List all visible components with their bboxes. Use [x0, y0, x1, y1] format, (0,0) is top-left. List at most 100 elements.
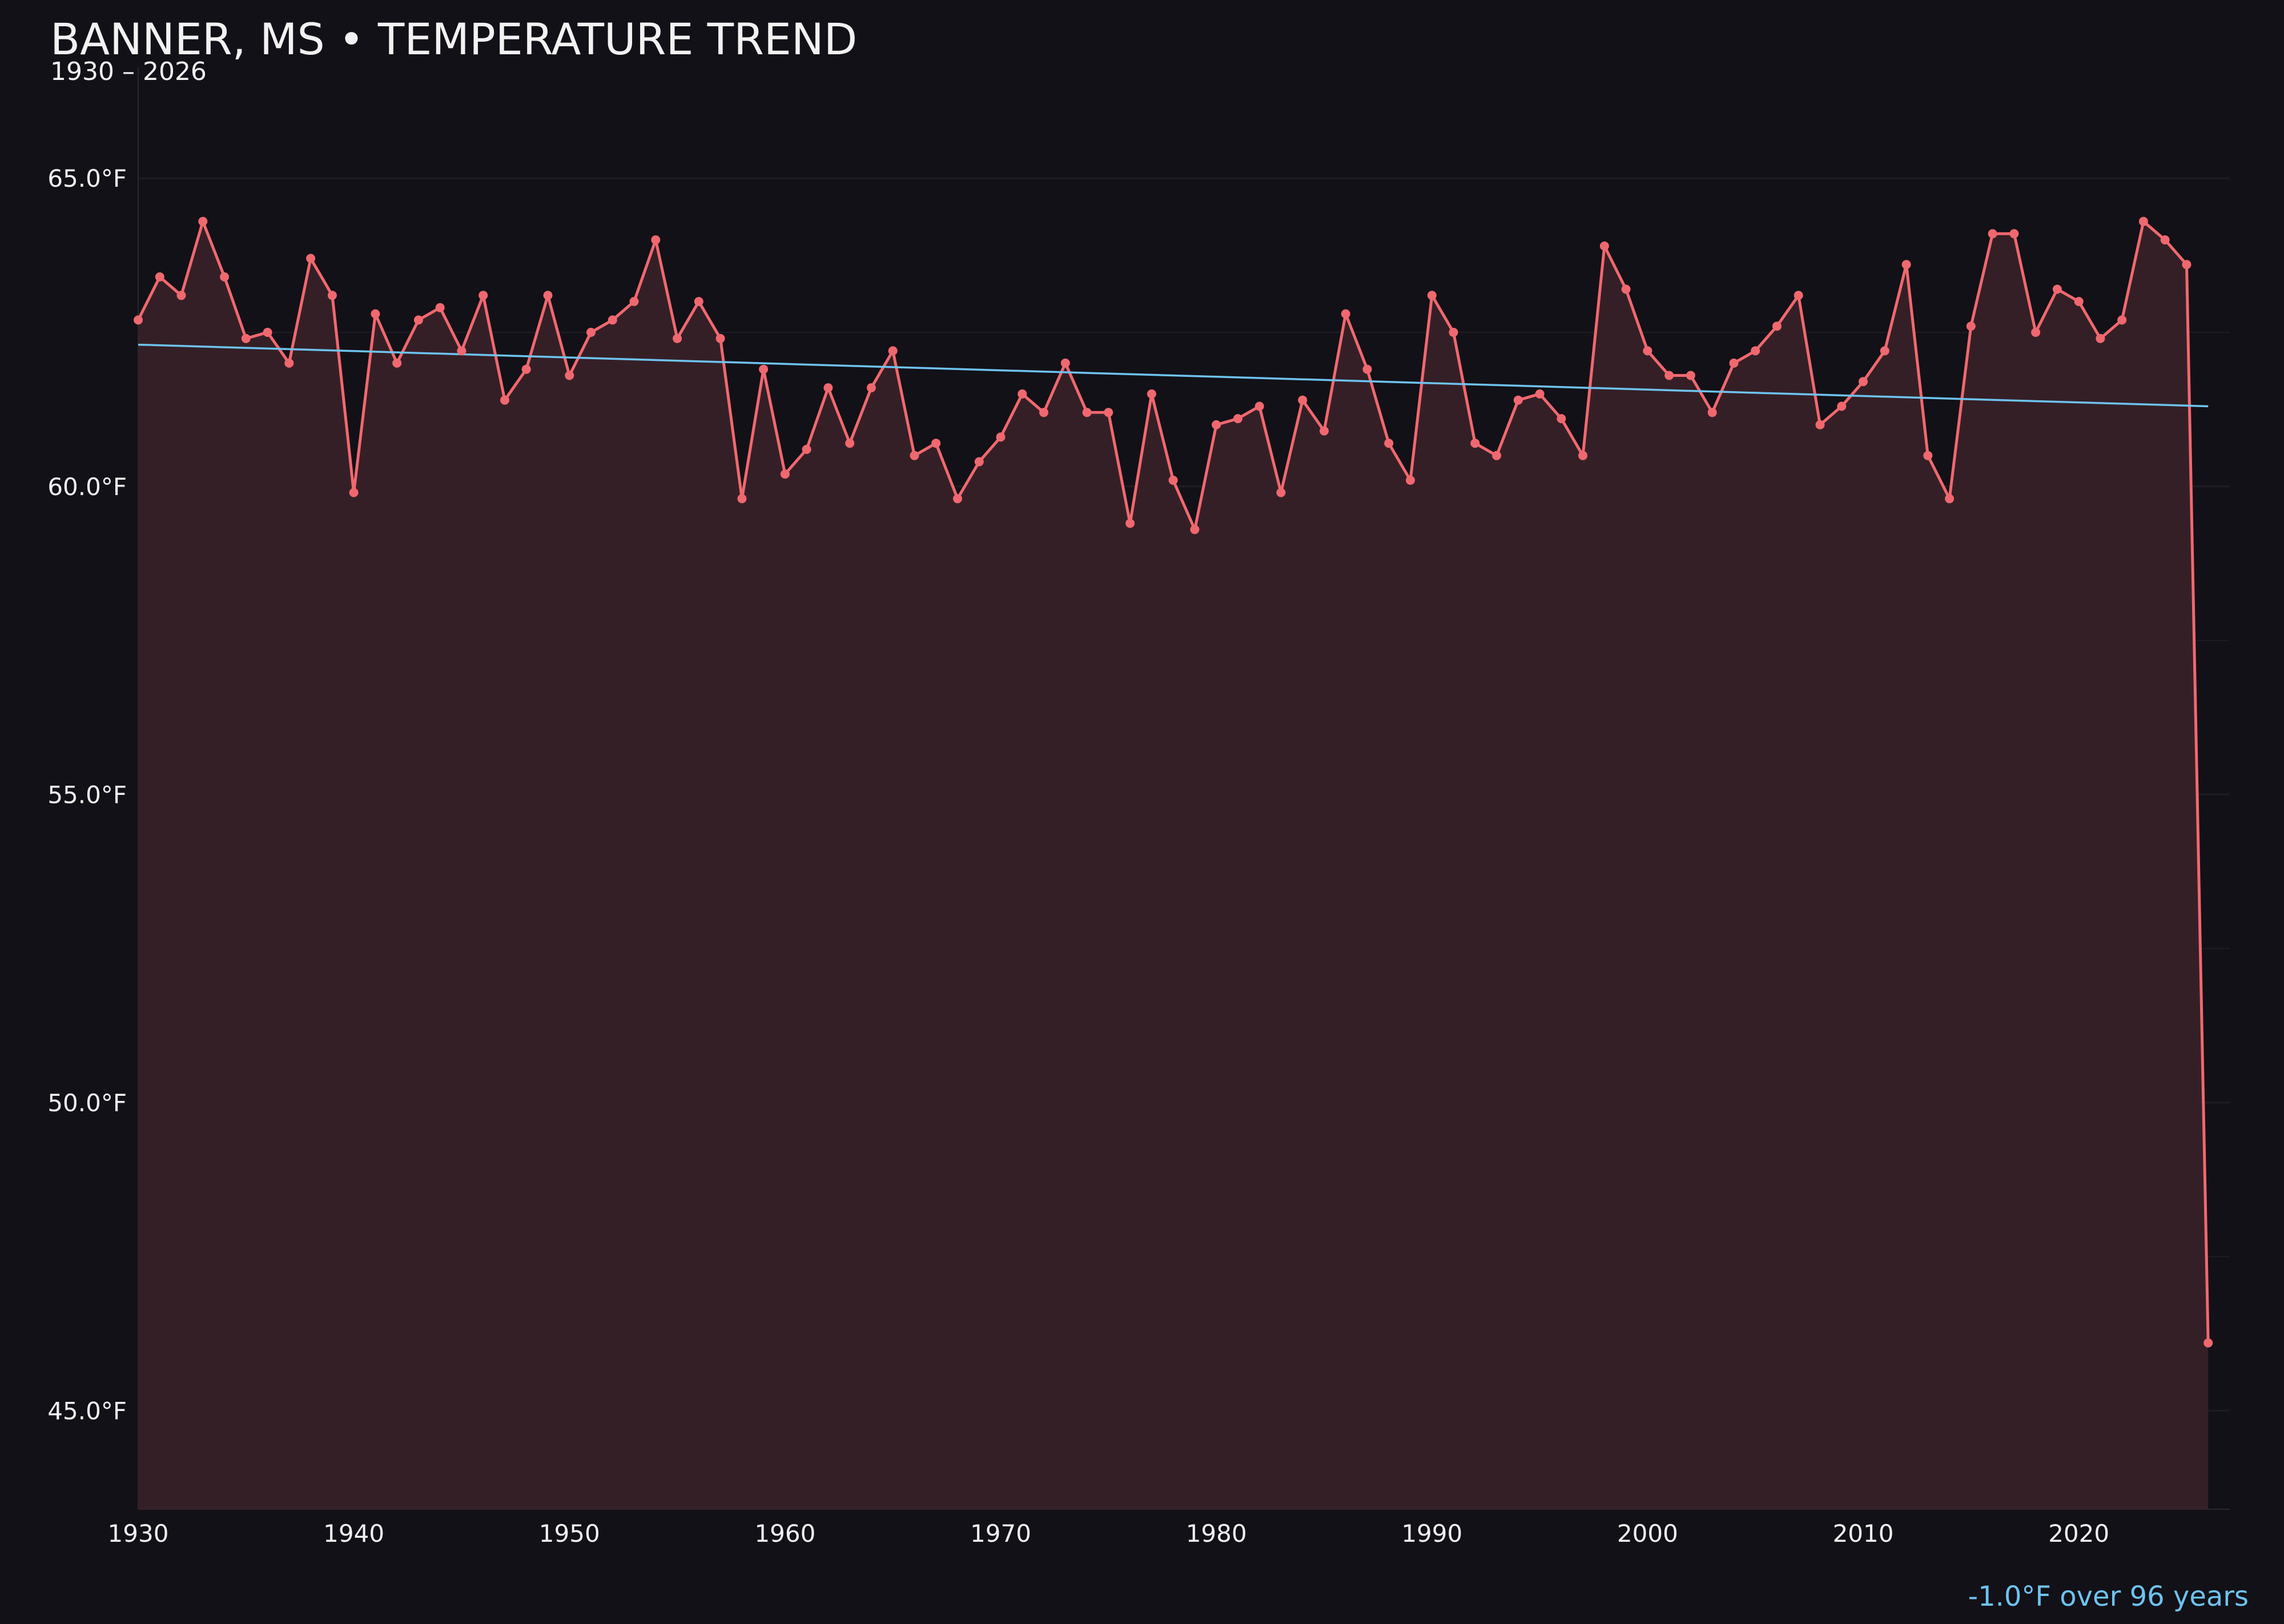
y-tick-label: 55.0°F: [47, 781, 127, 809]
data-point: [478, 291, 488, 300]
data-point: [1772, 321, 1782, 331]
data-point: [1018, 389, 1027, 399]
x-tick-label: 1960: [754, 1520, 815, 1547]
data-point: [521, 364, 531, 374]
data-point: [1406, 476, 1415, 485]
data-point: [1341, 309, 1350, 319]
data-point: [953, 494, 962, 504]
data-point: [198, 216, 208, 226]
data-point: [2031, 328, 2041, 337]
y-tick-label: 50.0°F: [47, 1089, 127, 1117]
data-point: [802, 445, 811, 454]
data-point: [823, 383, 833, 393]
data-point: [1449, 328, 1458, 337]
data-point: [2160, 235, 2170, 245]
data-point: [673, 333, 682, 343]
data-point: [1039, 408, 1048, 417]
x-tick-label: 1950: [539, 1520, 600, 1547]
y-tick-label: 65.0°F: [47, 164, 127, 192]
data-point: [155, 272, 164, 282]
data-point: [2138, 216, 2148, 226]
data-point: [176, 291, 186, 300]
temperature-data-points: [134, 216, 2213, 1348]
data-point: [500, 395, 509, 405]
data-point: [845, 439, 855, 448]
data-point: [1621, 284, 1631, 294]
trend-annotation: -1.0°F over 96 years: [1968, 1581, 2249, 1613]
data-point: [586, 328, 596, 337]
data-point: [931, 439, 941, 448]
data-point: [1427, 291, 1437, 300]
data-point: [651, 235, 661, 245]
data-point: [1815, 420, 1825, 429]
data-point: [1492, 451, 1502, 460]
x-tick-label: 1940: [323, 1520, 384, 1547]
data-point: [1880, 346, 1889, 356]
data-point: [1901, 260, 1911, 270]
x-tick-label: 2010: [1833, 1520, 1894, 1547]
temperature-area-fill: [138, 221, 2209, 1509]
data-point: [1470, 439, 1480, 448]
x-tick-label: 2000: [1617, 1520, 1678, 1547]
data-point: [1060, 358, 1070, 368]
data-point: [241, 333, 251, 343]
data-point: [1945, 494, 1955, 504]
data-point: [694, 297, 703, 306]
data-point: [1212, 420, 1221, 429]
x-tick-label: 2020: [2048, 1520, 2109, 1547]
data-point: [1837, 401, 1847, 411]
data-point: [263, 328, 272, 337]
data-point: [608, 315, 617, 325]
data-point: [1082, 408, 1092, 417]
data-point: [2117, 315, 2127, 325]
data-point: [737, 494, 747, 504]
x-tick-label: 1990: [1401, 1520, 1462, 1547]
y-tick-labels: 45.0°F 50.0°F 55.0°F 60.0°F 65.0°F: [47, 164, 127, 1425]
data-point: [1190, 525, 1200, 534]
data-point: [1643, 346, 1652, 356]
data-point: [759, 364, 769, 374]
data-point: [2074, 297, 2084, 306]
data-point: [306, 254, 316, 263]
data-point: [1168, 476, 1178, 485]
data-point: [1664, 371, 1674, 380]
data-point: [327, 291, 337, 300]
data-point: [2052, 284, 2062, 294]
data-point: [457, 346, 467, 356]
data-point: [1535, 389, 1545, 399]
data-point: [715, 333, 725, 343]
data-point: [1966, 321, 1976, 331]
x-tick-label: 1980: [1186, 1520, 1247, 1547]
data-point: [888, 346, 898, 356]
data-point: [1233, 414, 1242, 424]
data-point: [1751, 346, 1760, 356]
trend-line: [138, 343, 2209, 408]
chart-subtitle: 1930 – 2026: [50, 57, 207, 86]
data-point: [1686, 371, 1695, 380]
data-point: [392, 358, 402, 368]
data-point: [2096, 333, 2105, 343]
data-point: [413, 315, 423, 325]
data-point: [371, 309, 380, 319]
data-point: [435, 303, 445, 312]
x-tick-label: 1970: [970, 1520, 1031, 1547]
x-tick-label: 1930: [108, 1520, 169, 1547]
data-point: [1707, 408, 1717, 417]
data-point: [866, 383, 876, 393]
data-point: [1147, 389, 1156, 399]
data-point: [1254, 401, 1264, 411]
data-point: [2009, 229, 2019, 239]
data-point: [629, 297, 639, 306]
data-point: [2203, 1338, 2213, 1348]
data-point: [134, 315, 143, 325]
data-point: [2182, 260, 2191, 270]
data-point: [1298, 395, 1308, 405]
data-point: [1923, 451, 1933, 460]
data-point: [1859, 377, 1868, 387]
data-point: [1578, 451, 1588, 460]
data-point: [1599, 241, 1609, 251]
chart-title: BANNER, MS • TEMPERATURE TREND: [50, 14, 857, 65]
data-point: [1362, 364, 1372, 374]
data-point: [1988, 229, 1997, 239]
